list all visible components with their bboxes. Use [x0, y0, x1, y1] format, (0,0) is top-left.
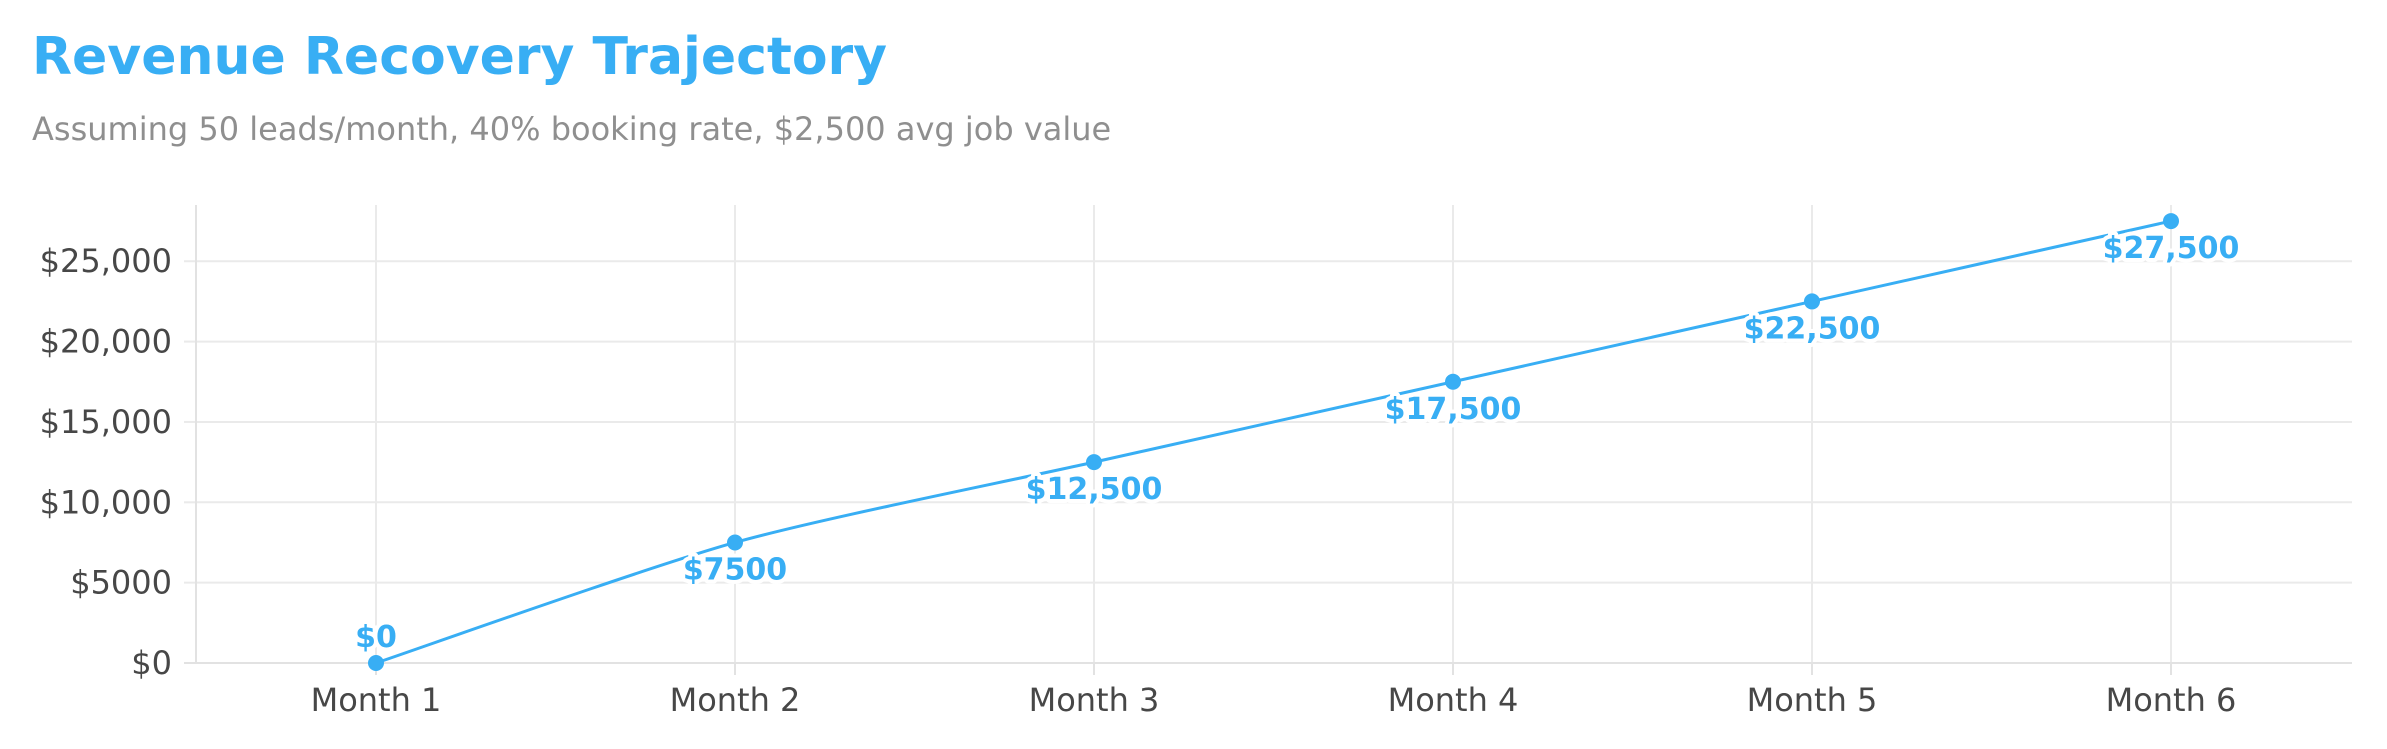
data-point[interactable]: [368, 655, 384, 671]
x-tick-label: Month 6: [2106, 681, 2237, 719]
series-layer: [368, 213, 2179, 671]
data-label: $27,500: [2103, 231, 2240, 266]
x-tick-label: Month 2: [670, 681, 801, 719]
y-tick-label: $5000: [70, 564, 172, 602]
y-tick-label: $25,000: [40, 242, 172, 280]
x-tick-label: Month 5: [1747, 681, 1878, 719]
y-tick-label: $0: [131, 644, 172, 682]
data-point[interactable]: [2163, 213, 2179, 230]
data-labels: $0 $7500 $12,500 $17,500 $22,500 $27,500: [351, 227, 2243, 659]
grid-lines: [196, 205, 2352, 664]
data-point[interactable]: [1804, 293, 1820, 310]
chart-title: Revenue Recovery Trajectory: [32, 27, 888, 87]
y-tick-label: $10,000: [40, 483, 172, 521]
y-tick-label: $15,000: [40, 403, 172, 441]
x-tick-label: Month 1: [311, 681, 442, 719]
data-label: $17,500: [1385, 392, 1522, 427]
data-point[interactable]: [1086, 454, 1102, 471]
data-label: $0: [355, 620, 397, 655]
chart-subtitle: Assuming 50 leads/month, 40% booking rat…: [32, 110, 1112, 148]
data-label: $22,500: [1744, 311, 1881, 346]
tick-labels: $0 $5000 $10,000 $15,000 $20,000 $25,000 Month…: [40, 242, 2237, 719]
x-tick-label: Month 3: [1029, 681, 1160, 719]
axes: [184, 205, 2352, 675]
data-label: $7500: [683, 552, 787, 587]
data-point[interactable]: [727, 534, 743, 551]
y-tick-label: $20,000: [40, 323, 172, 361]
data-label: $12,500: [1026, 472, 1163, 507]
series-line: [375, 219, 2172, 665]
data-point[interactable]: [1445, 373, 1461, 390]
x-tick-label: Month 4: [1388, 681, 1519, 719]
